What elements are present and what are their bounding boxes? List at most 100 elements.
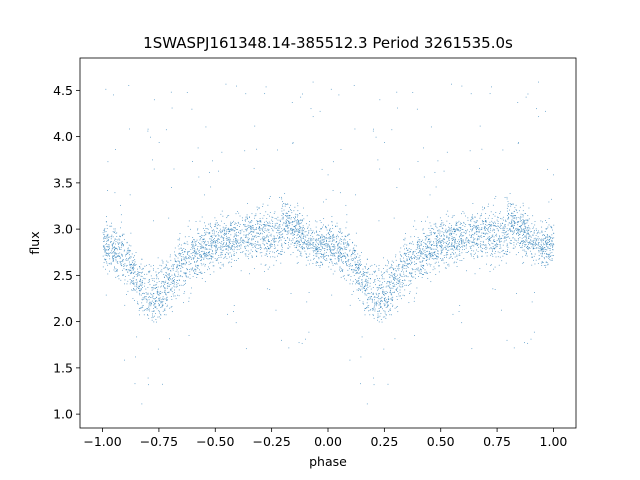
- data-point: [500, 227, 501, 229]
- data-point: [263, 248, 265, 250]
- data-point: [159, 310, 160, 312]
- data-point: [369, 293, 371, 295]
- data-point: [296, 214, 298, 216]
- data-point: [231, 229, 233, 231]
- data-point: [516, 233, 517, 235]
- data-point: [451, 258, 453, 259]
- data-point: [111, 243, 113, 245]
- data-point: [112, 246, 113, 248]
- data-point: [439, 238, 441, 239]
- data-point: [112, 256, 114, 257]
- data-point: [155, 271, 157, 273]
- data-point: [174, 283, 176, 285]
- data-point: [200, 243, 202, 245]
- data-point: [122, 260, 124, 261]
- data-point: [310, 243, 312, 245]
- data-point: [512, 231, 514, 233]
- data-point: [151, 310, 153, 312]
- data-point: [264, 254, 266, 256]
- data-point: [391, 265, 393, 266]
- data-point: [523, 220, 525, 221]
- data-point: [113, 259, 114, 261]
- data-point: [359, 263, 361, 265]
- data-point: [346, 263, 347, 264]
- data-point: [277, 229, 279, 231]
- data-point: [315, 265, 317, 266]
- data-point: [451, 243, 453, 245]
- data-point: [419, 272, 421, 274]
- data-point: [252, 246, 254, 248]
- data-point: [125, 269, 127, 271]
- data-point: [162, 300, 164, 302]
- data-point: [360, 271, 361, 273]
- data-point: [358, 256, 360, 258]
- data-point: [387, 304, 389, 306]
- data-point: [129, 250, 131, 252]
- data-point: [192, 243, 194, 245]
- data-point: [233, 248, 235, 250]
- data-point: [339, 251, 341, 253]
- data-point: [260, 249, 261, 250]
- data-point: [131, 281, 133, 283]
- data-point: [475, 221, 477, 223]
- data-point: [216, 251, 217, 253]
- data-point: [362, 271, 364, 272]
- data-point: [332, 255, 334, 257]
- data-point: [212, 253, 214, 255]
- data-point: [320, 239, 322, 241]
- data-point: [105, 252, 107, 254]
- data-point: [217, 238, 219, 240]
- data-point: [518, 233, 519, 235]
- data-point: [429, 253, 431, 255]
- data-point: [430, 225, 432, 227]
- data-point: [531, 246, 533, 248]
- data-point: [501, 309, 502, 311]
- data-point: [126, 265, 127, 267]
- data-point: [272, 229, 274, 231]
- data-point: [368, 268, 370, 270]
- data-point: [430, 253, 432, 254]
- data-point: [537, 244, 539, 246]
- data-point: [204, 232, 206, 234]
- data-point: [504, 233, 506, 235]
- data-point: [485, 232, 487, 234]
- data-point: [324, 255, 326, 257]
- data-point: [372, 308, 374, 310]
- data-point: [366, 272, 368, 274]
- data-point: [441, 259, 443, 261]
- data-point: [422, 260, 424, 261]
- data-point: [311, 233, 313, 235]
- data-point: [194, 262, 196, 263]
- data-point: [440, 224, 442, 226]
- data-point: [393, 269, 394, 271]
- data-point: [367, 280, 369, 282]
- data-point: [527, 229, 529, 231]
- data-point: [552, 238, 553, 239]
- data-point: [329, 235, 331, 237]
- data-point: [302, 220, 303, 222]
- data-point: [416, 269, 418, 271]
- data-point: [446, 241, 448, 242]
- data-point: [450, 253, 452, 255]
- data-point: [384, 300, 385, 302]
- data-point: [241, 237, 243, 239]
- data-point: [424, 252, 426, 253]
- data-point: [155, 299, 157, 301]
- data-point: [490, 264, 492, 266]
- data-point: [297, 242, 299, 244]
- data-point: [328, 232, 329, 234]
- data-point: [408, 280, 410, 282]
- data-point: [223, 257, 225, 259]
- data-point: [116, 249, 118, 251]
- data-point: [271, 219, 273, 221]
- data-point: [272, 244, 273, 245]
- data-point: [495, 246, 497, 248]
- data-point: [384, 291, 385, 293]
- data-point: [136, 336, 138, 338]
- data-point: [237, 235, 239, 237]
- data-point: [526, 232, 528, 234]
- data-point: [288, 217, 290, 219]
- data-point: [553, 255, 555, 256]
- data-point: [188, 254, 190, 256]
- data-point: [109, 225, 111, 227]
